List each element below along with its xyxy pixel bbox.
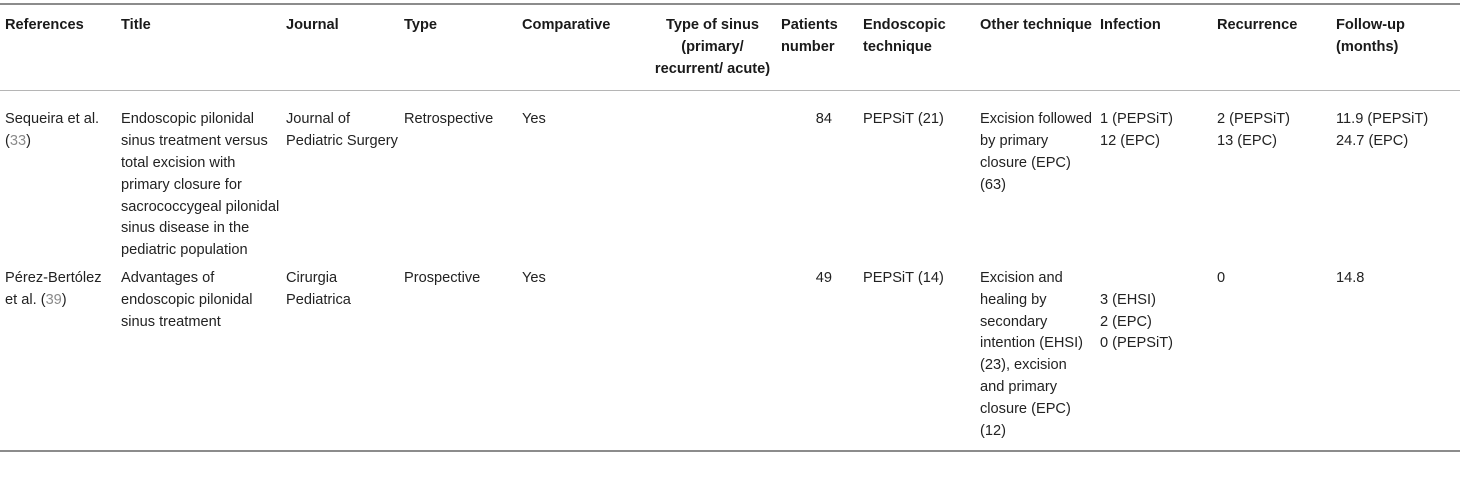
cell-comparative: Yes	[517, 263, 644, 453]
reference-text: Sequeira et al. (	[5, 111, 100, 150]
infection-line: 2 (EPC)	[1100, 313, 1152, 330]
cell-endoscopic-technique: PEPSiT (14)	[858, 263, 975, 453]
cell-recurrence: 0	[1212, 263, 1331, 453]
cell-title: Advantages of endoscopic pilonidal sinus…	[116, 263, 281, 453]
follow-up-line: 14.8	[1336, 269, 1365, 286]
cell-patients-number: 49	[776, 263, 858, 453]
studies-table: References Title Journal Type Comparativ…	[0, 3, 1460, 453]
follow-up-line: 24.7 (EPC)	[1336, 133, 1409, 150]
column-header-journal: Journal	[281, 4, 399, 92]
infection-line: 0 (PEPSiT)	[1100, 335, 1173, 352]
cell-reference: Sequeira et al. (33)	[0, 91, 116, 264]
column-header-patients-number: Patients number	[776, 4, 858, 92]
cell-journal: Cirurgia Pediatrica	[281, 263, 399, 453]
header-row: References Title Journal Type Comparativ…	[0, 4, 1460, 92]
column-header-endoscopic-technique: Endoscopic technique	[858, 4, 975, 92]
column-header-references: References	[0, 4, 116, 92]
cell-journal: Journal of Pediatric Surgery	[286, 111, 398, 150]
column-header-sinus-type: Type of sinus (primary/ recurrent/ acute…	[644, 4, 776, 92]
column-header-other-technique: Other technique	[975, 4, 1095, 92]
reference-close: )	[61, 291, 67, 308]
column-header-infection: Infection	[1095, 4, 1212, 92]
reference-link[interactable]: 39	[45, 291, 62, 308]
cell-follow-up: 14.8	[1331, 263, 1460, 453]
cell-comparative: Yes	[522, 111, 546, 128]
cell-sinus-type	[644, 91, 776, 264]
column-header-comparative: Comparative	[517, 4, 644, 92]
column-header-recurrence: Recurrence	[1212, 4, 1331, 92]
reference-text: Pérez-Bertólez et al. (	[5, 269, 102, 308]
cell-endoscopic-technique: PEPSiT (21)	[863, 111, 944, 128]
column-header-type: Type	[399, 4, 517, 92]
cell-infection: 1 (PEPSiT) 12 (EPC)	[1095, 91, 1212, 264]
column-header-title: Title	[116, 4, 281, 92]
recurrence-line: 13 (EPC)	[1217, 133, 1278, 150]
cell-other-technique: Excision and healing by secondary intent…	[975, 263, 1095, 453]
table-row: Sequeira et al. (33) Endoscopic pilonida…	[0, 91, 1460, 264]
recurrence-line: 2 (PEPSiT)	[1217, 111, 1290, 128]
cell-patients-number: 84	[815, 111, 832, 128]
cell-title: Endoscopic pilonidal sinus treatment ver…	[121, 111, 280, 259]
table-header: References Title Journal Type Comparativ…	[0, 4, 1460, 92]
cell-reference: Pérez-Bertólez et al. (39)	[0, 263, 116, 453]
reference-close: )	[26, 133, 31, 150]
table-body: Sequeira et al. (33) Endoscopic pilonida…	[0, 91, 1460, 453]
table-row: Pérez-Bertólez et al. (39) Advantages of…	[0, 263, 1460, 453]
cell-type: Retrospective	[404, 111, 494, 128]
follow-up-line: 11.9 (PEPSiT)	[1336, 111, 1429, 128]
recurrence-line: 0	[1217, 269, 1226, 286]
cell-sinus-type	[644, 263, 776, 453]
cell-follow-up: 11.9 (PEPSiT) 24.7 (EPC)	[1331, 91, 1460, 264]
cell-infection: 3 (EHSI) 2 (EPC) 0 (PEPSiT)	[1095, 263, 1212, 453]
infection-spacer	[1100, 268, 1212, 290]
cell-recurrence: 2 (PEPSiT) 13 (EPC)	[1212, 91, 1331, 264]
infection-line: 1 (PEPSiT)	[1100, 111, 1173, 128]
cell-other-technique: Excision followed by primary closure (EP…	[980, 111, 1092, 193]
cell-type: Prospective	[399, 263, 517, 453]
infection-line: 12 (EPC)	[1100, 133, 1161, 150]
reference-link[interactable]: 33	[9, 133, 27, 150]
infection-line: 3 (EHSI)	[1100, 291, 1156, 308]
column-header-follow-up: Follow-up (months)	[1331, 4, 1460, 92]
